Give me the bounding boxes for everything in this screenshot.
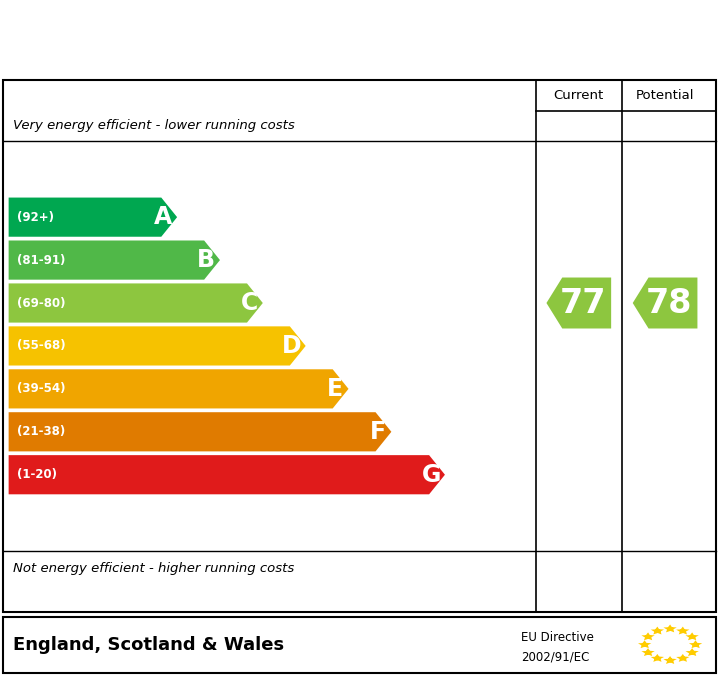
Text: Energy Efficiency Rating: Energy Efficiency Rating bbox=[11, 24, 431, 53]
Text: (69-80): (69-80) bbox=[17, 296, 65, 310]
Polygon shape bbox=[641, 648, 655, 656]
Text: E: E bbox=[327, 377, 343, 401]
Polygon shape bbox=[9, 369, 349, 408]
Text: (21-38): (21-38) bbox=[17, 425, 65, 438]
Polygon shape bbox=[638, 641, 651, 648]
Text: (92+): (92+) bbox=[17, 211, 54, 223]
Polygon shape bbox=[9, 412, 391, 452]
Text: C: C bbox=[241, 291, 258, 315]
Text: B: B bbox=[197, 248, 215, 272]
Text: Not energy efficient - higher running costs: Not energy efficient - higher running co… bbox=[13, 562, 294, 574]
Text: Current: Current bbox=[554, 89, 604, 102]
Text: 77: 77 bbox=[559, 286, 606, 319]
Text: England, Scotland & Wales: England, Scotland & Wales bbox=[13, 636, 284, 653]
Text: 78: 78 bbox=[646, 286, 692, 319]
Polygon shape bbox=[664, 624, 677, 632]
Text: (81-91): (81-91) bbox=[17, 254, 65, 267]
Polygon shape bbox=[9, 198, 177, 237]
Text: D: D bbox=[282, 334, 302, 358]
Polygon shape bbox=[546, 277, 611, 329]
Polygon shape bbox=[664, 656, 677, 664]
Polygon shape bbox=[633, 277, 697, 329]
Polygon shape bbox=[9, 326, 306, 366]
Text: A: A bbox=[155, 205, 173, 229]
Text: F: F bbox=[370, 420, 386, 443]
Polygon shape bbox=[651, 626, 664, 634]
Polygon shape bbox=[676, 654, 690, 661]
Polygon shape bbox=[685, 648, 699, 656]
Text: Very energy efficient - lower running costs: Very energy efficient - lower running co… bbox=[13, 119, 295, 132]
Polygon shape bbox=[676, 626, 690, 634]
Text: EU Directive: EU Directive bbox=[521, 631, 594, 644]
Polygon shape bbox=[9, 240, 220, 279]
Polygon shape bbox=[651, 654, 664, 661]
Polygon shape bbox=[9, 455, 445, 494]
Text: Potential: Potential bbox=[636, 89, 695, 102]
FancyBboxPatch shape bbox=[3, 617, 716, 672]
Text: 2002/91/EC: 2002/91/EC bbox=[521, 650, 590, 664]
Text: G: G bbox=[421, 463, 441, 487]
Text: (55-68): (55-68) bbox=[17, 340, 66, 352]
Polygon shape bbox=[641, 632, 655, 641]
Polygon shape bbox=[685, 632, 699, 641]
FancyBboxPatch shape bbox=[3, 80, 716, 612]
Polygon shape bbox=[9, 284, 263, 323]
Text: (39-54): (39-54) bbox=[17, 382, 65, 396]
Text: (1-20): (1-20) bbox=[17, 468, 58, 481]
Polygon shape bbox=[689, 641, 702, 648]
